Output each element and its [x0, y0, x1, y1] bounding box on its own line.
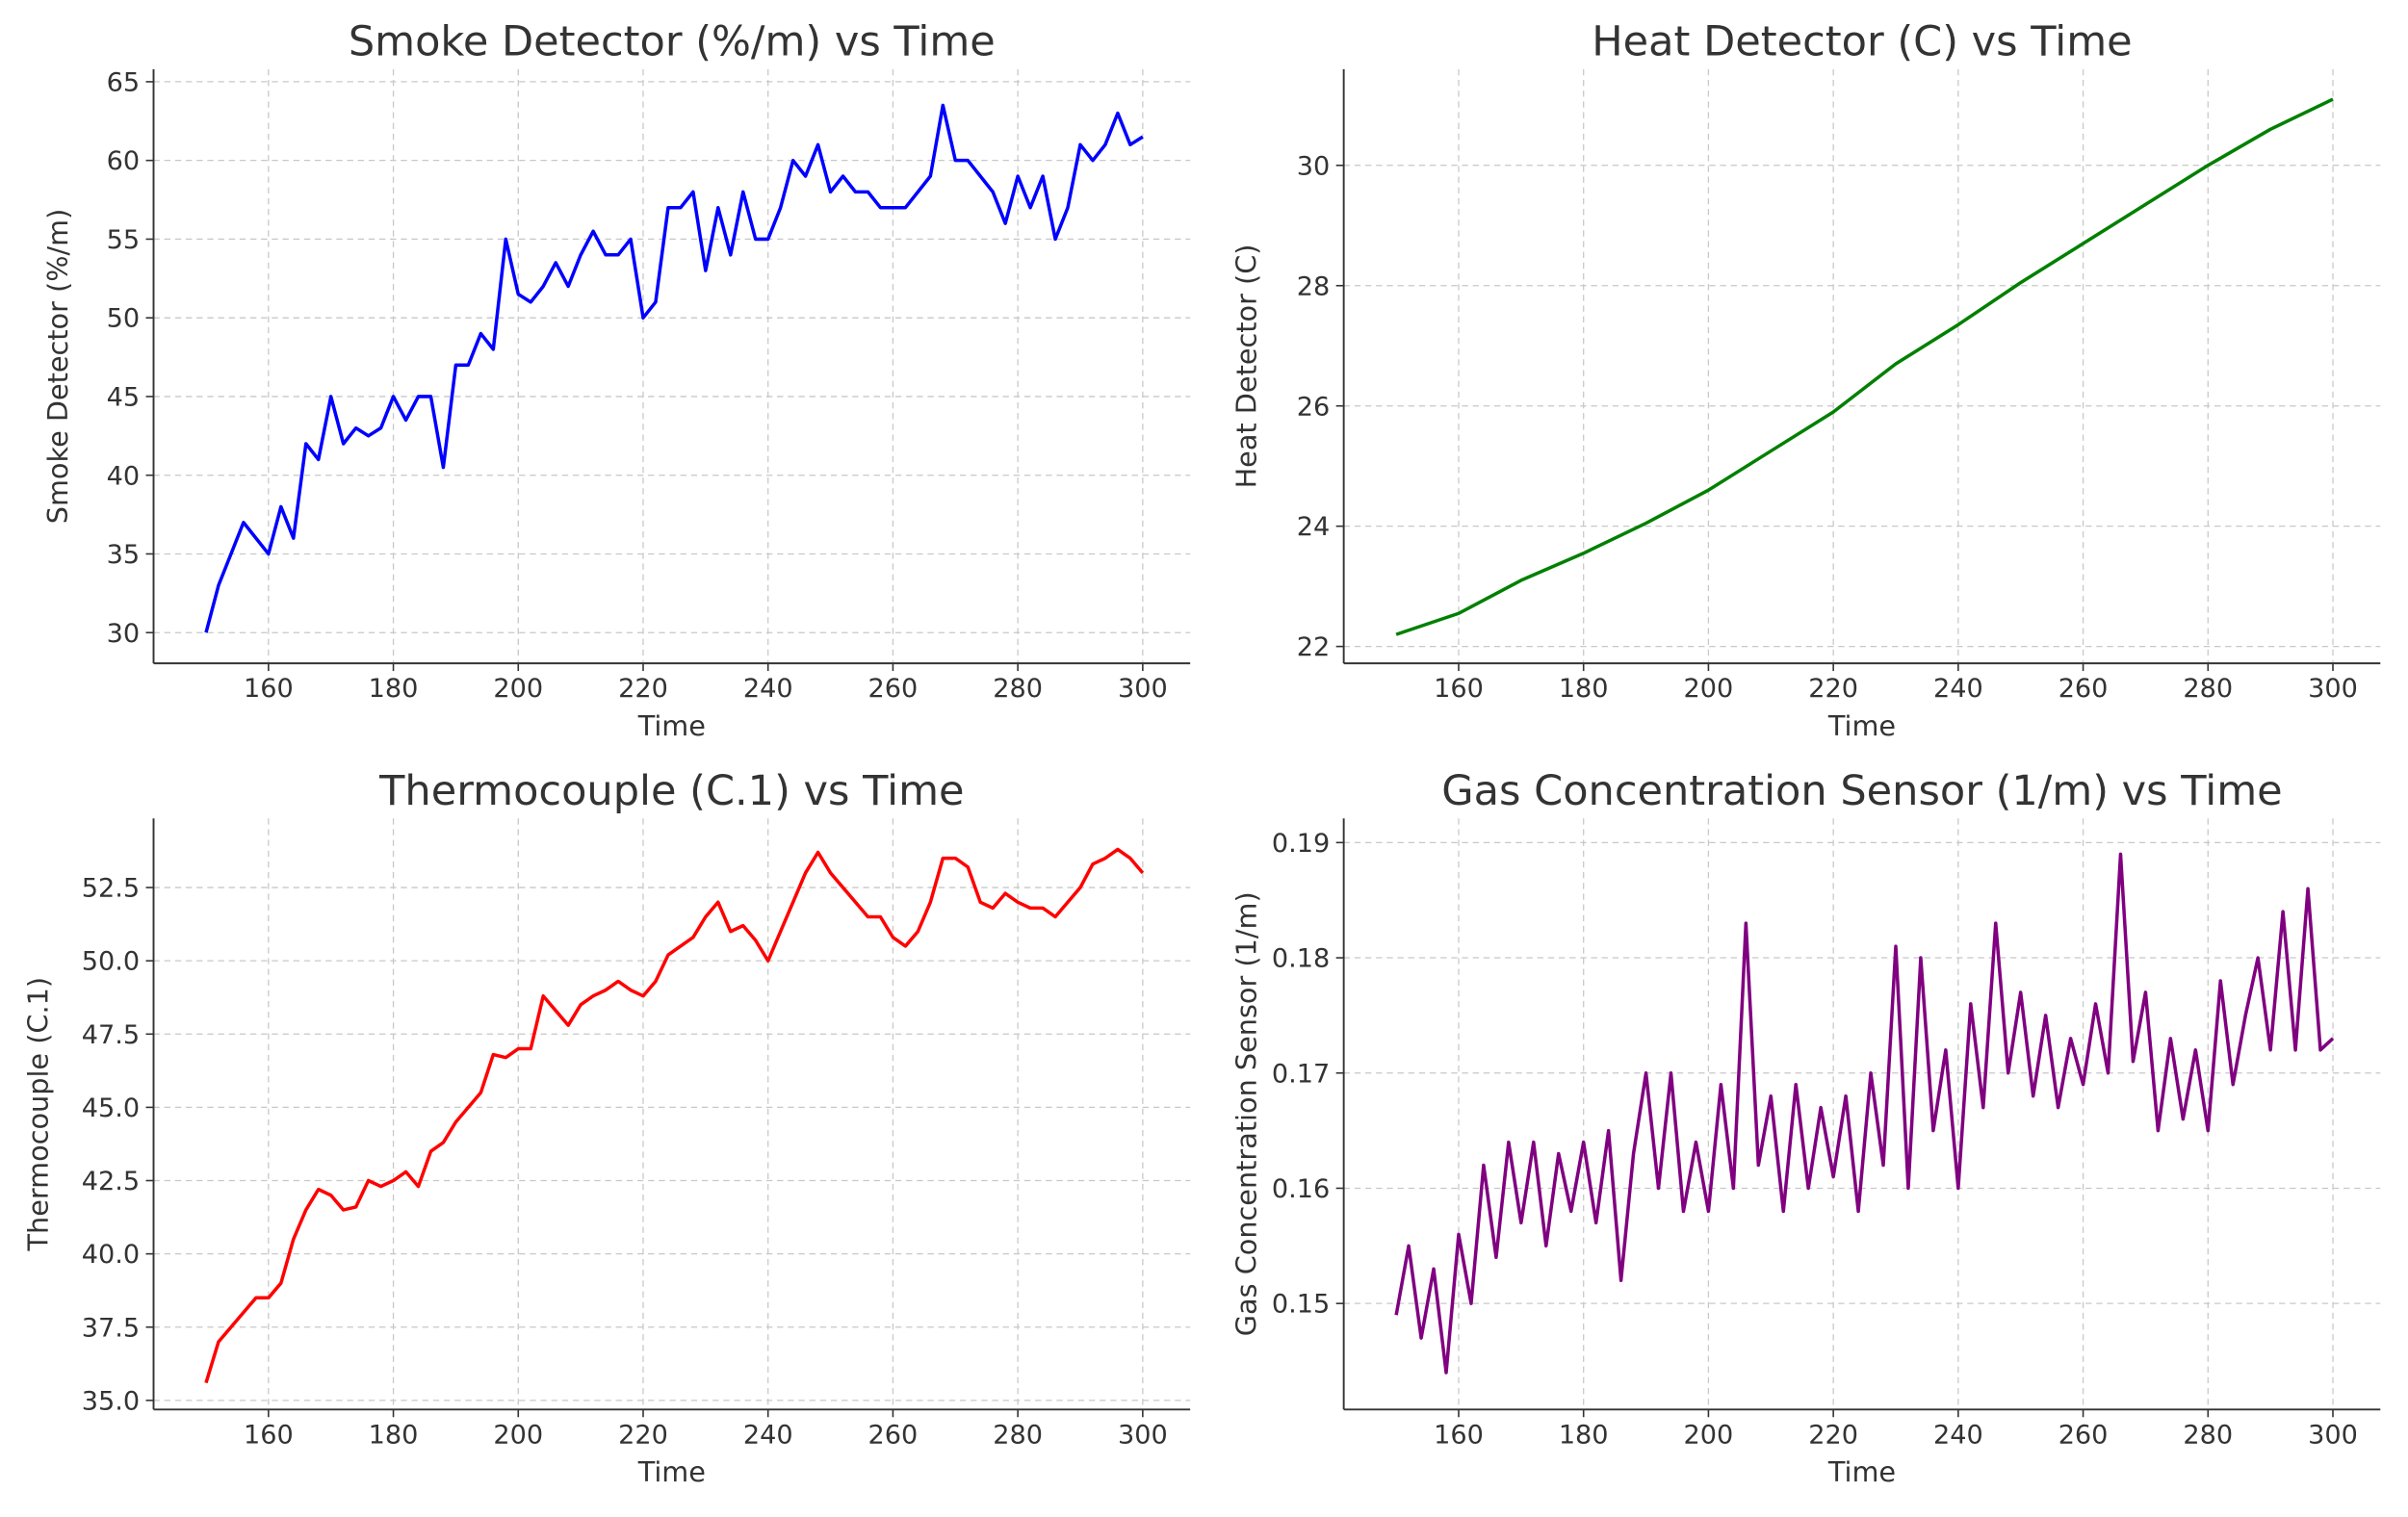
y-axis-label: Gas Concentration Sensor (1/m) [1230, 891, 1263, 1336]
x-tick-label: 260 [868, 674, 919, 704]
x-tick-label: 260 [868, 1420, 919, 1450]
x-tick-label: 180 [1559, 1420, 1609, 1450]
x-tick-label: 180 [369, 1420, 419, 1450]
x-axis-label: Time [1827, 1455, 1896, 1488]
y-axis-label: Heat Detector (C) [1230, 244, 1263, 489]
x-tick-label: 280 [993, 674, 1043, 704]
y-tick-label: 55 [107, 225, 140, 255]
y-tick-label: 42.5 [82, 1167, 140, 1196]
x-tick-label: 240 [743, 1420, 793, 1450]
x-tick-label: 240 [1933, 1420, 1983, 1450]
y-tick-label: 30 [1297, 151, 1331, 181]
x-tick-label: 200 [1684, 1420, 1734, 1450]
y-tick-label: 47.5 [82, 1020, 140, 1050]
x-tick-label: 300 [2308, 674, 2358, 704]
x-tick-label: 160 [1434, 1420, 1484, 1450]
x-tick-label: 160 [244, 1420, 294, 1450]
x-tick-label: 220 [1808, 674, 1858, 704]
x-tick-label: 260 [2058, 1420, 2109, 1450]
y-tick-label: 45.0 [82, 1093, 140, 1123]
y-tick-label: 52.5 [82, 874, 140, 904]
x-tick-label: 300 [1118, 674, 1168, 704]
y-tick-label: 0.18 [1272, 944, 1330, 974]
data-line [1395, 97, 2334, 636]
y-tick-label: 28 [1297, 271, 1331, 301]
x-tick-label: 200 [493, 1420, 543, 1450]
data-line [204, 847, 1145, 1384]
x-axis-label: Time [637, 1455, 706, 1488]
x-tick-label: 280 [2183, 1420, 2233, 1450]
y-tick-label: 0.15 [1272, 1290, 1330, 1320]
x-axis-label: Time [637, 709, 706, 742]
x-tick-label: 260 [2058, 674, 2109, 704]
x-tick-label: 240 [1933, 674, 1983, 704]
y-axis-label: Thermocouple (C.1) [21, 977, 54, 1252]
x-axis-label: Time [1827, 709, 1896, 742]
y-tick-label: 50 [107, 304, 140, 334]
chart-title: Thermocouple (C.1) vs Time [378, 767, 964, 815]
x-tick-label: 200 [1684, 674, 1734, 704]
x-tick-label: 280 [993, 1420, 1043, 1450]
y-tick-label: 0.17 [1272, 1059, 1330, 1089]
chart-title: Heat Detector (C) vs Time [1592, 17, 2132, 65]
y-tick-label: 65 [107, 67, 140, 97]
x-tick-label: 180 [369, 674, 419, 704]
x-tick-label: 200 [493, 674, 543, 704]
y-tick-label: 40 [107, 461, 140, 491]
y-tick-label: 0.16 [1272, 1174, 1330, 1204]
x-tick-label: 160 [1434, 674, 1484, 704]
data-line [1394, 852, 2335, 1375]
y-tick-label: 0.19 [1272, 829, 1330, 859]
y-axis-label: Smoke Detector (%/m) [41, 209, 74, 525]
y-tick-label: 26 [1297, 392, 1331, 422]
y-tick-label: 40.0 [82, 1240, 140, 1270]
y-tick-label: 60 [107, 146, 140, 176]
y-tick-label: 30 [107, 619, 140, 649]
x-tick-label: 220 [618, 674, 668, 704]
y-tick-label: 37.5 [82, 1313, 140, 1343]
data-line [204, 103, 1144, 633]
x-tick-label: 220 [1808, 1420, 1858, 1450]
x-tick-label: 220 [618, 1420, 668, 1450]
x-tick-label: 160 [244, 674, 294, 704]
y-tick-label: 50.0 [82, 947, 140, 977]
chart-title: Smoke Detector (%/m) vs Time [349, 17, 996, 65]
chart-title: Gas Concentration Sensor (1/m) vs Time [1441, 767, 2282, 815]
y-tick-label: 45 [107, 383, 140, 413]
y-tick-label: 22 [1297, 632, 1331, 662]
y-tick-label: 35.0 [82, 1386, 140, 1416]
x-tick-label: 300 [2308, 1420, 2358, 1450]
y-tick-label: 35 [107, 540, 140, 570]
x-tick-label: 300 [1118, 1420, 1168, 1450]
x-tick-label: 240 [743, 674, 793, 704]
y-tick-label: 24 [1297, 512, 1331, 542]
x-tick-label: 280 [2183, 674, 2233, 704]
x-tick-label: 180 [1559, 674, 1609, 704]
